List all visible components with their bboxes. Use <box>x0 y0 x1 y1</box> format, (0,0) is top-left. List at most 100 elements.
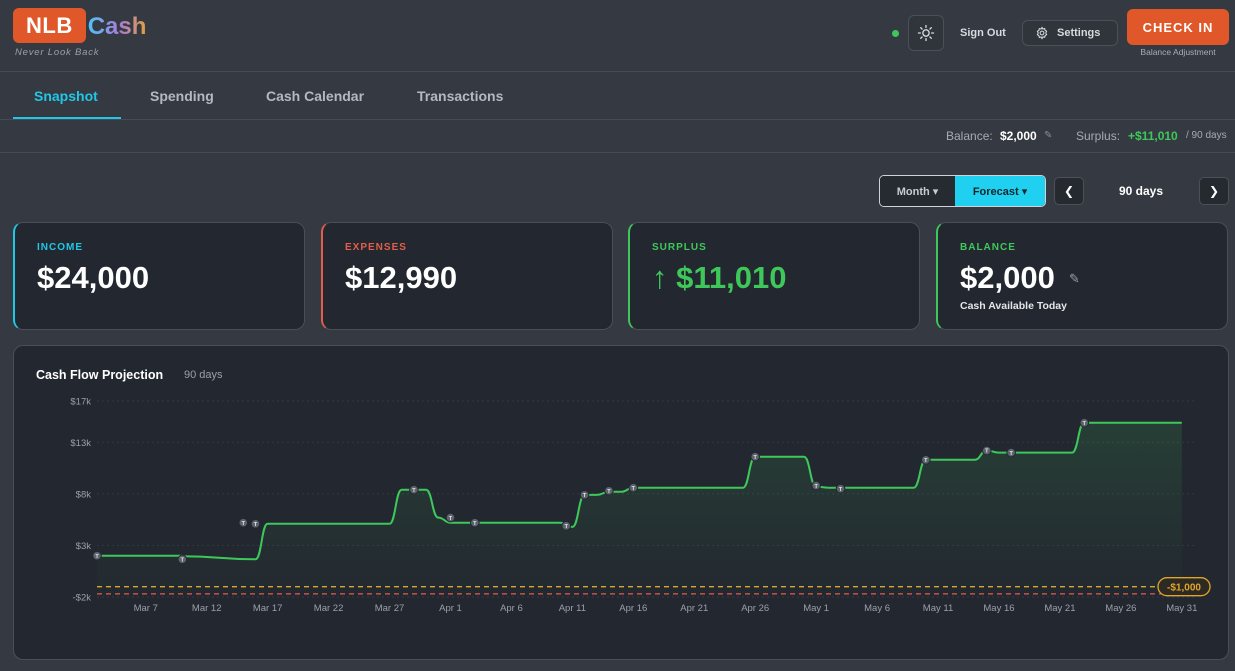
status-indicator <box>892 30 899 37</box>
transaction-marker-label: T <box>607 489 611 495</box>
balance-value: $2,000 <box>1000 129 1037 143</box>
transaction-marker-label: T <box>242 521 246 527</box>
month-view-button[interactable]: Month ▾ <box>880 176 956 206</box>
expenses-card: EXPENSES $12,990 <box>321 222 613 330</box>
x-tick-label: May 11 <box>923 603 953 614</box>
forecast-view-button[interactable]: Forecast ▾ <box>955 176 1045 206</box>
edit-balance-icon[interactable]: ✎ <box>1044 130 1053 141</box>
active-tab-indicator <box>13 117 121 119</box>
y-tick-label: $13k <box>70 438 91 449</box>
x-tick-label: Apr 11 <box>559 603 586 614</box>
tab-snapshot[interactable]: Snapshot <box>34 88 98 104</box>
transaction-marker <box>409 484 419 495</box>
surplus-card-value: ↑ $11,010 <box>652 260 787 295</box>
transaction-marker <box>921 455 931 465</box>
transaction-marker-label: T <box>449 516 453 522</box>
transaction-marker <box>579 490 590 500</box>
app-header: NLB Cash Never Look Back Sign Out Setting… <box>0 0 1235 72</box>
balance-label: Balance: <box>946 129 993 143</box>
threshold-badge <box>1157 577 1211 597</box>
prev-period-button[interactable]: ❮ <box>1054 177 1084 205</box>
settings-label: Settings <box>1057 27 1101 39</box>
transaction-marker <box>604 485 614 496</box>
transaction-marker <box>238 517 249 528</box>
y-tick-label: $17k <box>70 397 91 408</box>
transaction-marker <box>835 483 846 494</box>
surplus-value: +$11,010 <box>1128 129 1178 143</box>
transaction-marker-label: T <box>565 524 569 530</box>
app-logo[interactable]: NLB Cash <box>13 8 146 43</box>
surplus-label: Surplus: <box>1076 129 1121 143</box>
tagline: Never Look Back <box>15 47 100 58</box>
surplus-period: / 90 days <box>1186 130 1227 141</box>
balance-card-label: BALANCE <box>960 242 1016 253</box>
income-card: INCOME $24,000 <box>13 222 305 330</box>
x-tick-label: Mar 22 <box>314 603 344 614</box>
x-tick-label: Mar 12 <box>192 603 222 614</box>
main-tabs: Snapshot Spending Cash Calendar Transact… <box>0 72 1235 120</box>
y-tick-label: -$2k <box>73 593 92 604</box>
surplus-card: SURPLUS ↑ $11,010 <box>628 222 920 330</box>
x-tick-label: Apr 6 <box>500 603 523 614</box>
surplus-card-label: SURPLUS <box>652 242 707 253</box>
transaction-marker-label: T <box>254 522 258 528</box>
x-tick-label: May 16 <box>983 603 1014 614</box>
transaction-marker <box>250 518 261 529</box>
transaction-marker-label: T <box>583 493 587 499</box>
transaction-marker <box>92 550 102 561</box>
x-tick-label: May 1 <box>803 603 829 614</box>
x-tick-label: Mar 27 <box>375 603 405 614</box>
transaction-marker <box>1079 417 1090 428</box>
tab-cash-calendar[interactable]: Cash Calendar <box>266 88 365 104</box>
transaction-marker-label: T <box>839 487 843 493</box>
transaction-marker <box>445 512 456 523</box>
balance-card-value: $2,000 <box>960 260 1055 295</box>
transaction-marker-label: T <box>632 486 636 492</box>
y-tick-label: $3k <box>76 541 92 552</box>
transaction-marker-label: T <box>1009 451 1013 457</box>
transaction-marker-label: T <box>1083 421 1087 427</box>
x-tick-label: May 21 <box>1044 603 1075 614</box>
check-in-button[interactable]: CHECK IN <box>1127 9 1229 45</box>
settings-button[interactable]: Settings <box>1022 20 1118 46</box>
series-area <box>97 422 1182 597</box>
threshold-badge-label: -$1,000 <box>1167 582 1201 593</box>
x-tick-label: May 31 <box>1166 603 1197 614</box>
transaction-marker-label: T <box>95 554 99 560</box>
expenses-value: $12,990 <box>345 260 458 295</box>
cash-flow-chart-panel: Cash Flow Projection 90 days $17k $13k $8k… <box>13 345 1229 660</box>
theme-toggle-button[interactable] <box>908 15 944 51</box>
transaction-marker-label: T <box>924 458 928 464</box>
x-tick-label: May 6 <box>864 603 890 614</box>
edit-balance-card-icon[interactable]: ✎ <box>1069 271 1080 286</box>
series-line <box>96 421 1182 561</box>
transaction-marker-label: T <box>985 449 989 455</box>
tab-spending[interactable]: Spending <box>150 88 214 104</box>
transaction-marker <box>811 480 821 491</box>
transaction-marker <box>750 451 761 462</box>
check-in-caption: Balance Adjustment <box>1140 47 1216 57</box>
x-tick-label: Mar 17 <box>253 603 283 614</box>
tab-transactions[interactable]: Transactions <box>417 88 504 104</box>
x-tick-label: May 26 <box>1105 603 1136 614</box>
transaction-marker <box>470 517 480 528</box>
x-tick-label: Apr 26 <box>741 603 769 614</box>
transaction-marker <box>981 445 992 456</box>
transaction-marker-label: T <box>814 484 818 490</box>
period-label: 90 days <box>1118 184 1164 198</box>
next-period-button[interactable]: ❯ <box>1199 177 1229 205</box>
transaction-marker <box>177 554 188 565</box>
sign-out-link[interactable]: Sign Out <box>960 27 1006 39</box>
transaction-marker <box>1006 447 1016 458</box>
chart-subtitle: 90 days <box>184 369 223 381</box>
logo-wordmark: Cash <box>87 13 147 40</box>
sun-icon <box>917 24 935 42</box>
view-mode-toggle: Month ▾ Forecast ▾ <box>879 175 1046 207</box>
logo-badge: NLB <box>13 8 86 43</box>
transaction-marker-label: T <box>412 488 416 494</box>
x-tick-label: Apr 1 <box>439 603 462 614</box>
y-tick-label: $8k <box>76 489 92 500</box>
transaction-marker-label: T <box>181 558 185 564</box>
gear-icon <box>1036 26 1048 40</box>
x-tick-label: Mar 7 <box>134 603 158 614</box>
